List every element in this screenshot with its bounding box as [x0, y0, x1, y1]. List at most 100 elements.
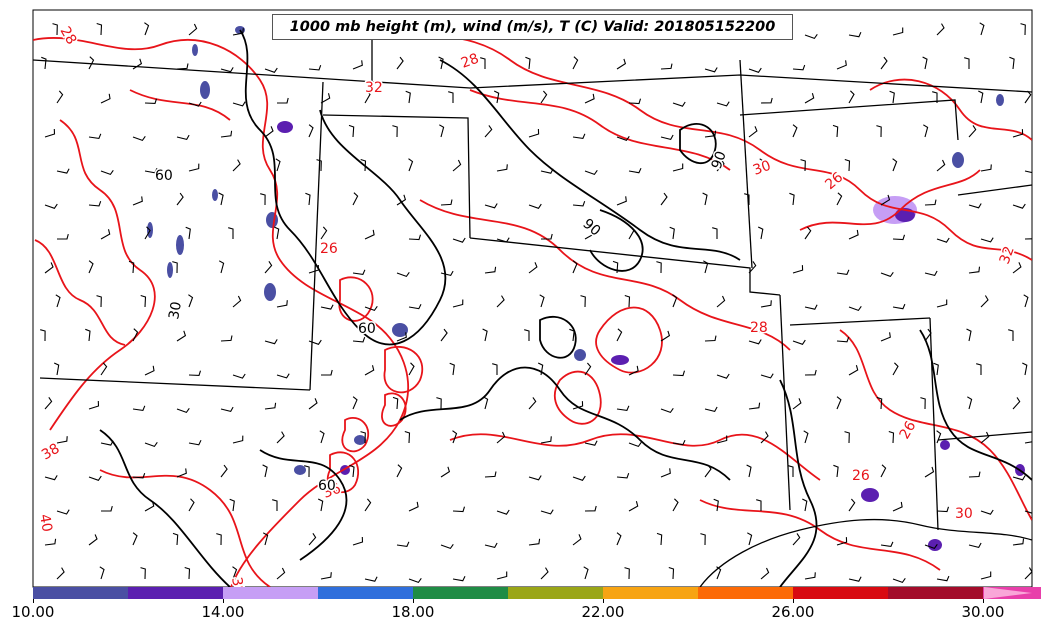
wind-barb-icon [232, 159, 241, 172]
wind-barb-icon [757, 226, 764, 240]
wind-barb-icon [352, 337, 366, 343]
wind-barb-icon [188, 23, 198, 36]
wind-barb-icon [308, 533, 317, 546]
wind-barb-icon [836, 396, 842, 410]
wind-barb-icon [756, 499, 762, 511]
state-border [929, 317, 939, 531]
wind-barb-icon [264, 126, 274, 138]
wind-barb-icon [892, 577, 906, 584]
wind-barb-icon [748, 126, 758, 138]
wind-barb-icon [572, 534, 582, 546]
wind-barb-icon [616, 58, 627, 70]
wind-barb-icon [1012, 538, 1025, 546]
state-border [937, 431, 1032, 441]
colorbar-tick [793, 599, 794, 603]
wind-barb-icon [936, 430, 942, 444]
wind-barb-icon [537, 362, 544, 376]
wind-barb-icon [980, 431, 990, 444]
wind-barb-icon [572, 201, 586, 207]
wind-barb-icon [272, 499, 278, 511]
wind-barb-icon [746, 464, 752, 478]
wind-barb-icon [789, 192, 795, 206]
wind-barb-icon [188, 439, 202, 446]
wind-barb-icon [275, 158, 281, 172]
state-border [33, 59, 1032, 93]
colorbar [33, 587, 1041, 599]
wind-barb-icon [572, 56, 579, 70]
contour-labels: 2828262636383840262830303232266060609090… [35, 23, 1020, 588]
wind-barb-icon [439, 124, 445, 138]
temperature-contour-label: 40 [36, 513, 55, 533]
wind-barb-icon [583, 566, 589, 580]
wind-barb-icon [132, 473, 146, 479]
wind-barb-icon [792, 124, 798, 138]
wind-barb-icon [440, 466, 451, 478]
precipitation-cell [277, 121, 293, 133]
precipitation-cell [212, 189, 218, 201]
wind-barb-icon [672, 294, 678, 308]
wind-barb-icon [44, 475, 58, 481]
wind-barb-icon [540, 436, 552, 444]
wind-barb-icon [759, 158, 765, 172]
wind-barb-icon [264, 261, 273, 274]
colorbar-tick-label: 14.00 [201, 603, 245, 621]
wind-barb-icon [836, 192, 843, 206]
wind-barb-icon [792, 64, 806, 71]
wind-barb-icon [188, 294, 194, 308]
wind-barb-icon [100, 362, 108, 376]
wind-barb-icon [392, 396, 399, 410]
colorbar-segment [888, 587, 983, 599]
wind-barb-icon [832, 124, 839, 138]
wind-barb-icon [88, 534, 98, 546]
colorbar-segment [318, 587, 413, 599]
wind-barb-icon [44, 262, 54, 274]
wind-barb-icon [96, 295, 102, 308]
wind-barb-icon [713, 498, 719, 512]
wind-barb-icon [304, 465, 310, 478]
wind-barb-icon [85, 328, 91, 342]
wind-barb-icon [968, 471, 981, 478]
colorbar-extend-arrow [984, 587, 1032, 599]
wind-barb-icon [404, 430, 411, 444]
wind-barb-icon [616, 196, 627, 206]
wind-barb-icon [672, 101, 686, 107]
wind-barb-icon [889, 90, 895, 104]
wind-barb-icon [132, 135, 146, 142]
wind-barb-icon [220, 67, 234, 73]
wind-barb-icon [496, 431, 506, 444]
height-contour-label: 60 [155, 168, 173, 184]
wind-barb-icon [936, 299, 948, 308]
wind-barb-icon [408, 303, 422, 310]
wind-barb-icon [668, 566, 675, 580]
precipitation-cell [167, 262, 173, 278]
temperature-contour-label: 28 [750, 320, 768, 336]
wind-barb-icon [276, 373, 290, 379]
wind-barb-icon [264, 402, 277, 410]
wind-barb-icon [56, 233, 69, 240]
wind-barb-icon [848, 576, 862, 582]
wind-barb-icon [804, 226, 812, 240]
wind-barb-icon [88, 201, 102, 207]
wind-barb-icon [803, 430, 809, 444]
temperature-contour [34, 239, 126, 346]
temperature-contour [595, 306, 663, 374]
height-contour [399, 366, 731, 481]
wind-barb-icon [968, 203, 982, 209]
wind-barb-icon [53, 362, 60, 376]
temperature-contour [338, 276, 374, 322]
wind-barb-icon [628, 441, 642, 448]
wind-barb-icon [833, 464, 839, 478]
wind-barb-icon [1024, 441, 1032, 444]
wind-barb-icon [492, 363, 498, 375]
height-contour [259, 449, 348, 561]
wind-barb-icon [308, 398, 318, 410]
wind-barb-icon [320, 93, 331, 104]
precipitation-cell [392, 323, 408, 337]
wind-barb-icon [144, 98, 158, 104]
wind-barb-icon [936, 575, 950, 582]
wind-barb-icon [700, 533, 706, 546]
colorbar-tick [413, 599, 414, 603]
wind-barb-icon [262, 464, 268, 478]
wind-barb-icon [892, 362, 899, 376]
wind-barb-icon [308, 65, 322, 71]
